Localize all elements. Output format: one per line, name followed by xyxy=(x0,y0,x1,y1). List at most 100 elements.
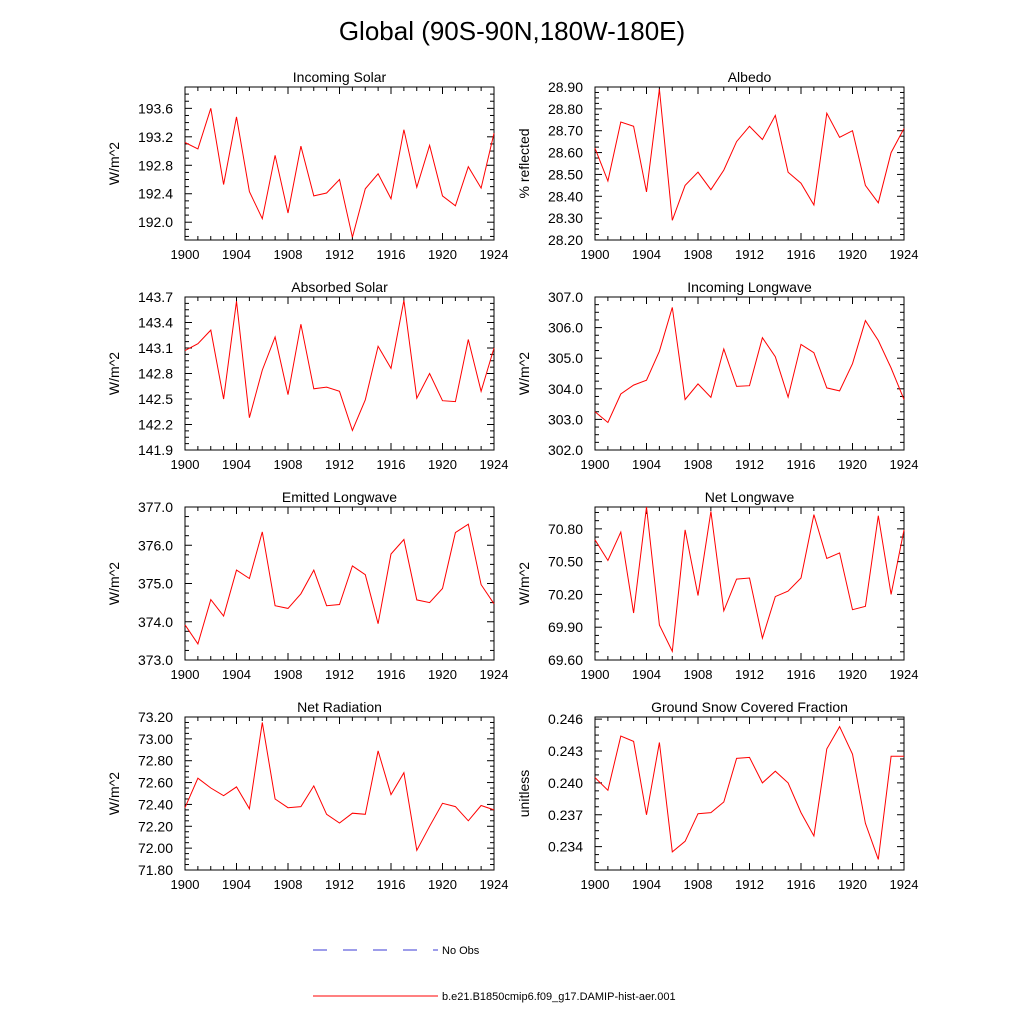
x-tick-label: 1924 xyxy=(480,667,509,682)
x-tick-label: 1924 xyxy=(480,247,509,262)
x-tick-label: 1924 xyxy=(890,667,919,682)
x-tick-label: 1904 xyxy=(222,667,251,682)
x-tick-label: 1900 xyxy=(171,877,200,892)
x-tick-label: 1924 xyxy=(890,877,919,892)
y-tick-label: 28.30 xyxy=(548,210,583,226)
y-tick-label: 72.40 xyxy=(138,796,173,812)
x-tick-label: 1916 xyxy=(787,247,816,262)
x-tick-label: 1904 xyxy=(632,457,661,472)
x-tick-label: 1916 xyxy=(787,457,816,472)
y-tick-label: 28.20 xyxy=(548,232,583,248)
y-tick-label: 307.0 xyxy=(548,289,583,305)
series-line xyxy=(594,307,905,424)
panel-2: Absorbed Solar W/m^2 1900 1904 1908 1912 1916 1… xyxy=(106,279,508,472)
series-line xyxy=(184,722,495,852)
x-tick-label: 1900 xyxy=(581,877,610,892)
plot-frame xyxy=(184,296,495,451)
x-tick-label: 1916 xyxy=(377,457,406,472)
x-tick-label: 1924 xyxy=(890,247,919,262)
y-tick-label: 192.4 xyxy=(138,186,173,202)
x-tick-label: 1920 xyxy=(428,877,457,892)
x-tick-label: 1904 xyxy=(632,247,661,262)
y-tick-label: 302.0 xyxy=(548,442,583,458)
x-tick-label: 1908 xyxy=(274,247,303,262)
y-tick-label: 142.2 xyxy=(138,417,173,433)
y-axis-label: % reflected xyxy=(516,128,532,198)
panel-1: Albedo % reflected 1900 1904 1908 1912 1916 192… xyxy=(516,69,918,262)
y-tick-label: 142.8 xyxy=(138,366,173,382)
x-tick-label: 1924 xyxy=(480,877,509,892)
x-tick-label: 1916 xyxy=(377,247,406,262)
y-tick-label: 28.50 xyxy=(548,166,583,182)
y-tick-label: 0.246 xyxy=(548,711,583,727)
x-tick-label: 1916 xyxy=(377,877,406,892)
x-tick-label: 1920 xyxy=(838,247,867,262)
x-tick-label: 1904 xyxy=(632,667,661,682)
y-tick-label: 73.20 xyxy=(138,709,173,725)
y-axis-label: W/m^2 xyxy=(106,142,122,185)
x-tick-label: 1916 xyxy=(377,667,406,682)
x-tick-label: 1900 xyxy=(171,247,200,262)
y-tick-label: 192.8 xyxy=(138,157,173,173)
y-tick-label: 71.80 xyxy=(138,862,173,878)
panel-grid: Incoming Solar W/m^2 1900 1904 1908 1912 1916 1… xyxy=(106,69,918,892)
y-tick-label: 377.0 xyxy=(138,499,173,515)
x-tick-label: 1912 xyxy=(325,667,354,682)
panel-5: Net Longwave W/m^2 1900 1904 1908 1912 1916 192… xyxy=(516,489,918,682)
x-tick-label: 1900 xyxy=(581,247,610,262)
y-tick-label: 192.0 xyxy=(138,214,173,230)
x-tick-label: 1924 xyxy=(890,457,919,472)
legend-label-no-obs: No Obs xyxy=(442,945,480,957)
y-tick-label: 373.0 xyxy=(138,652,173,668)
y-tick-label: 306.0 xyxy=(548,320,583,336)
panel-title: Incoming Solar xyxy=(293,69,387,85)
y-axis-label: W/m^2 xyxy=(106,562,122,605)
panel-title: Net Longwave xyxy=(705,489,795,505)
y-tick-label: 143.1 xyxy=(138,340,173,356)
x-tick-label: 1904 xyxy=(222,457,251,472)
y-tick-label: 72.80 xyxy=(138,753,173,769)
x-tick-label: 1908 xyxy=(274,457,303,472)
plot-frame xyxy=(594,716,905,871)
series-line xyxy=(594,725,904,860)
legend: No Obs b.e21.B1850cmip6.f09_g17.DAMIP-hi… xyxy=(313,945,676,1003)
y-tick-label: 69.60 xyxy=(548,652,583,668)
figure-title: Global (90S-90N,180W-180E) xyxy=(339,16,685,46)
y-axis-label: W/m^2 xyxy=(106,772,122,815)
panel-title: Emitted Longwave xyxy=(282,489,397,505)
x-tick-label: 1916 xyxy=(787,667,816,682)
x-tick-label: 1908 xyxy=(684,877,713,892)
y-tick-label: 28.60 xyxy=(548,145,583,161)
x-tick-label: 1908 xyxy=(684,457,713,472)
y-tick-label: 142.5 xyxy=(138,391,173,407)
y-tick-label: 374.0 xyxy=(138,614,173,630)
panel-title: Net Radiation xyxy=(297,699,382,715)
y-tick-label: 72.60 xyxy=(138,775,173,791)
x-tick-label: 1920 xyxy=(428,667,457,682)
x-tick-label: 1908 xyxy=(684,247,713,262)
x-tick-label: 1912 xyxy=(735,667,764,682)
x-tick-label: 1908 xyxy=(274,877,303,892)
y-tick-label: 304.0 xyxy=(548,381,583,397)
y-axis-label: W/m^2 xyxy=(516,562,532,605)
y-tick-label: 0.243 xyxy=(548,743,583,759)
legend-label-model: b.e21.B1850cmip6.f09_g17.DAMIP-hist-aer.… xyxy=(442,991,676,1003)
y-tick-label: 28.90 xyxy=(548,79,583,95)
x-tick-label: 1912 xyxy=(325,457,354,472)
x-tick-label: 1904 xyxy=(222,877,251,892)
y-tick-label: 376.0 xyxy=(138,537,173,553)
x-tick-label: 1912 xyxy=(735,877,764,892)
x-tick-label: 1900 xyxy=(581,667,610,682)
panel-title: Ground Snow Covered Fraction xyxy=(651,699,848,715)
x-tick-label: 1912 xyxy=(735,247,764,262)
y-axis-label: W/m^2 xyxy=(516,352,532,395)
x-tick-label: 1908 xyxy=(684,667,713,682)
plot-frame xyxy=(184,716,495,871)
y-tick-label: 375.0 xyxy=(138,576,173,592)
y-tick-label: 0.240 xyxy=(548,775,583,791)
series-line xyxy=(184,108,495,238)
x-tick-label: 1908 xyxy=(274,667,303,682)
y-tick-label: 143.4 xyxy=(138,315,173,331)
x-tick-label: 1916 xyxy=(787,877,816,892)
